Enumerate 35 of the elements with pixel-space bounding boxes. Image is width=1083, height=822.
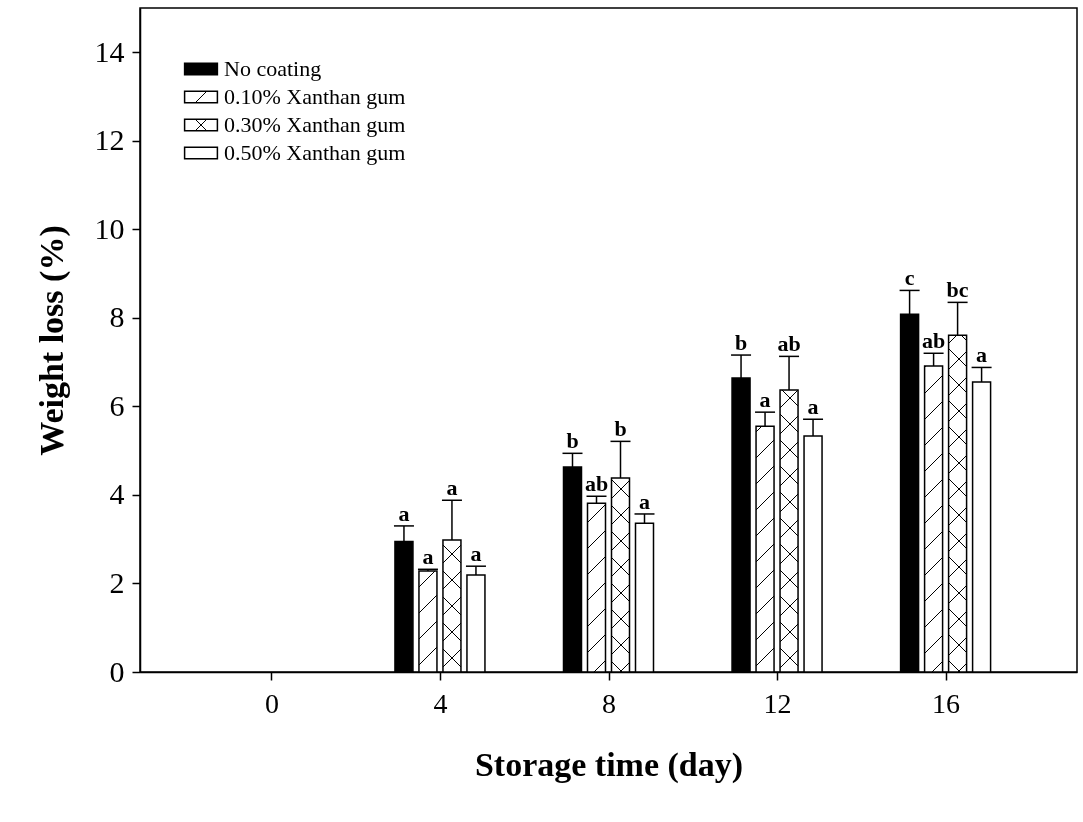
data-label: c: [904, 265, 915, 291]
x-tick-label: 16: [932, 687, 961, 719]
x-tick-label: 12: [763, 687, 792, 719]
x-tick-label: 0: [264, 687, 279, 719]
x-tick-label: 8: [602, 687, 616, 719]
data-label: b: [566, 428, 579, 454]
legend-label: 0.50% Xanthan gum: [224, 140, 406, 165]
y-tick-label: 12: [94, 123, 125, 157]
data-label: bc: [946, 277, 969, 303]
x-axis-title: Storage time (day): [474, 745, 744, 784]
data-label: ab: [777, 331, 801, 357]
data-label: a: [446, 475, 458, 501]
y-tick-label: 0: [109, 654, 125, 688]
data-label: a: [398, 500, 410, 526]
legend-label: No coating: [224, 56, 322, 81]
data-label: ab: [921, 328, 946, 354]
data-label: ab: [584, 471, 609, 497]
y-tick-label: 14: [94, 34, 125, 68]
y-tick-label: 6: [109, 388, 125, 422]
y-tick-label: 4: [109, 477, 125, 511]
data-label: a: [807, 394, 819, 420]
y-tick-label: 8: [109, 300, 125, 334]
y-axis-title: Weight loss (%): [32, 225, 71, 456]
y-tick-label: 10: [94, 211, 125, 245]
data-label: a: [422, 544, 434, 570]
legend-label: 0.30% Xanthan gum: [224, 112, 406, 137]
y-tick-label: 2: [109, 565, 125, 599]
legend-label: 0.10% Xanthan gum: [224, 84, 406, 109]
data-label: a: [976, 342, 988, 368]
data-label: a: [470, 541, 482, 567]
data-label: b: [734, 330, 748, 356]
x-tick-label: 4: [433, 687, 448, 719]
data-label: a: [759, 387, 771, 413]
data-label: a: [639, 488, 650, 514]
data-label: b: [614, 416, 627, 442]
